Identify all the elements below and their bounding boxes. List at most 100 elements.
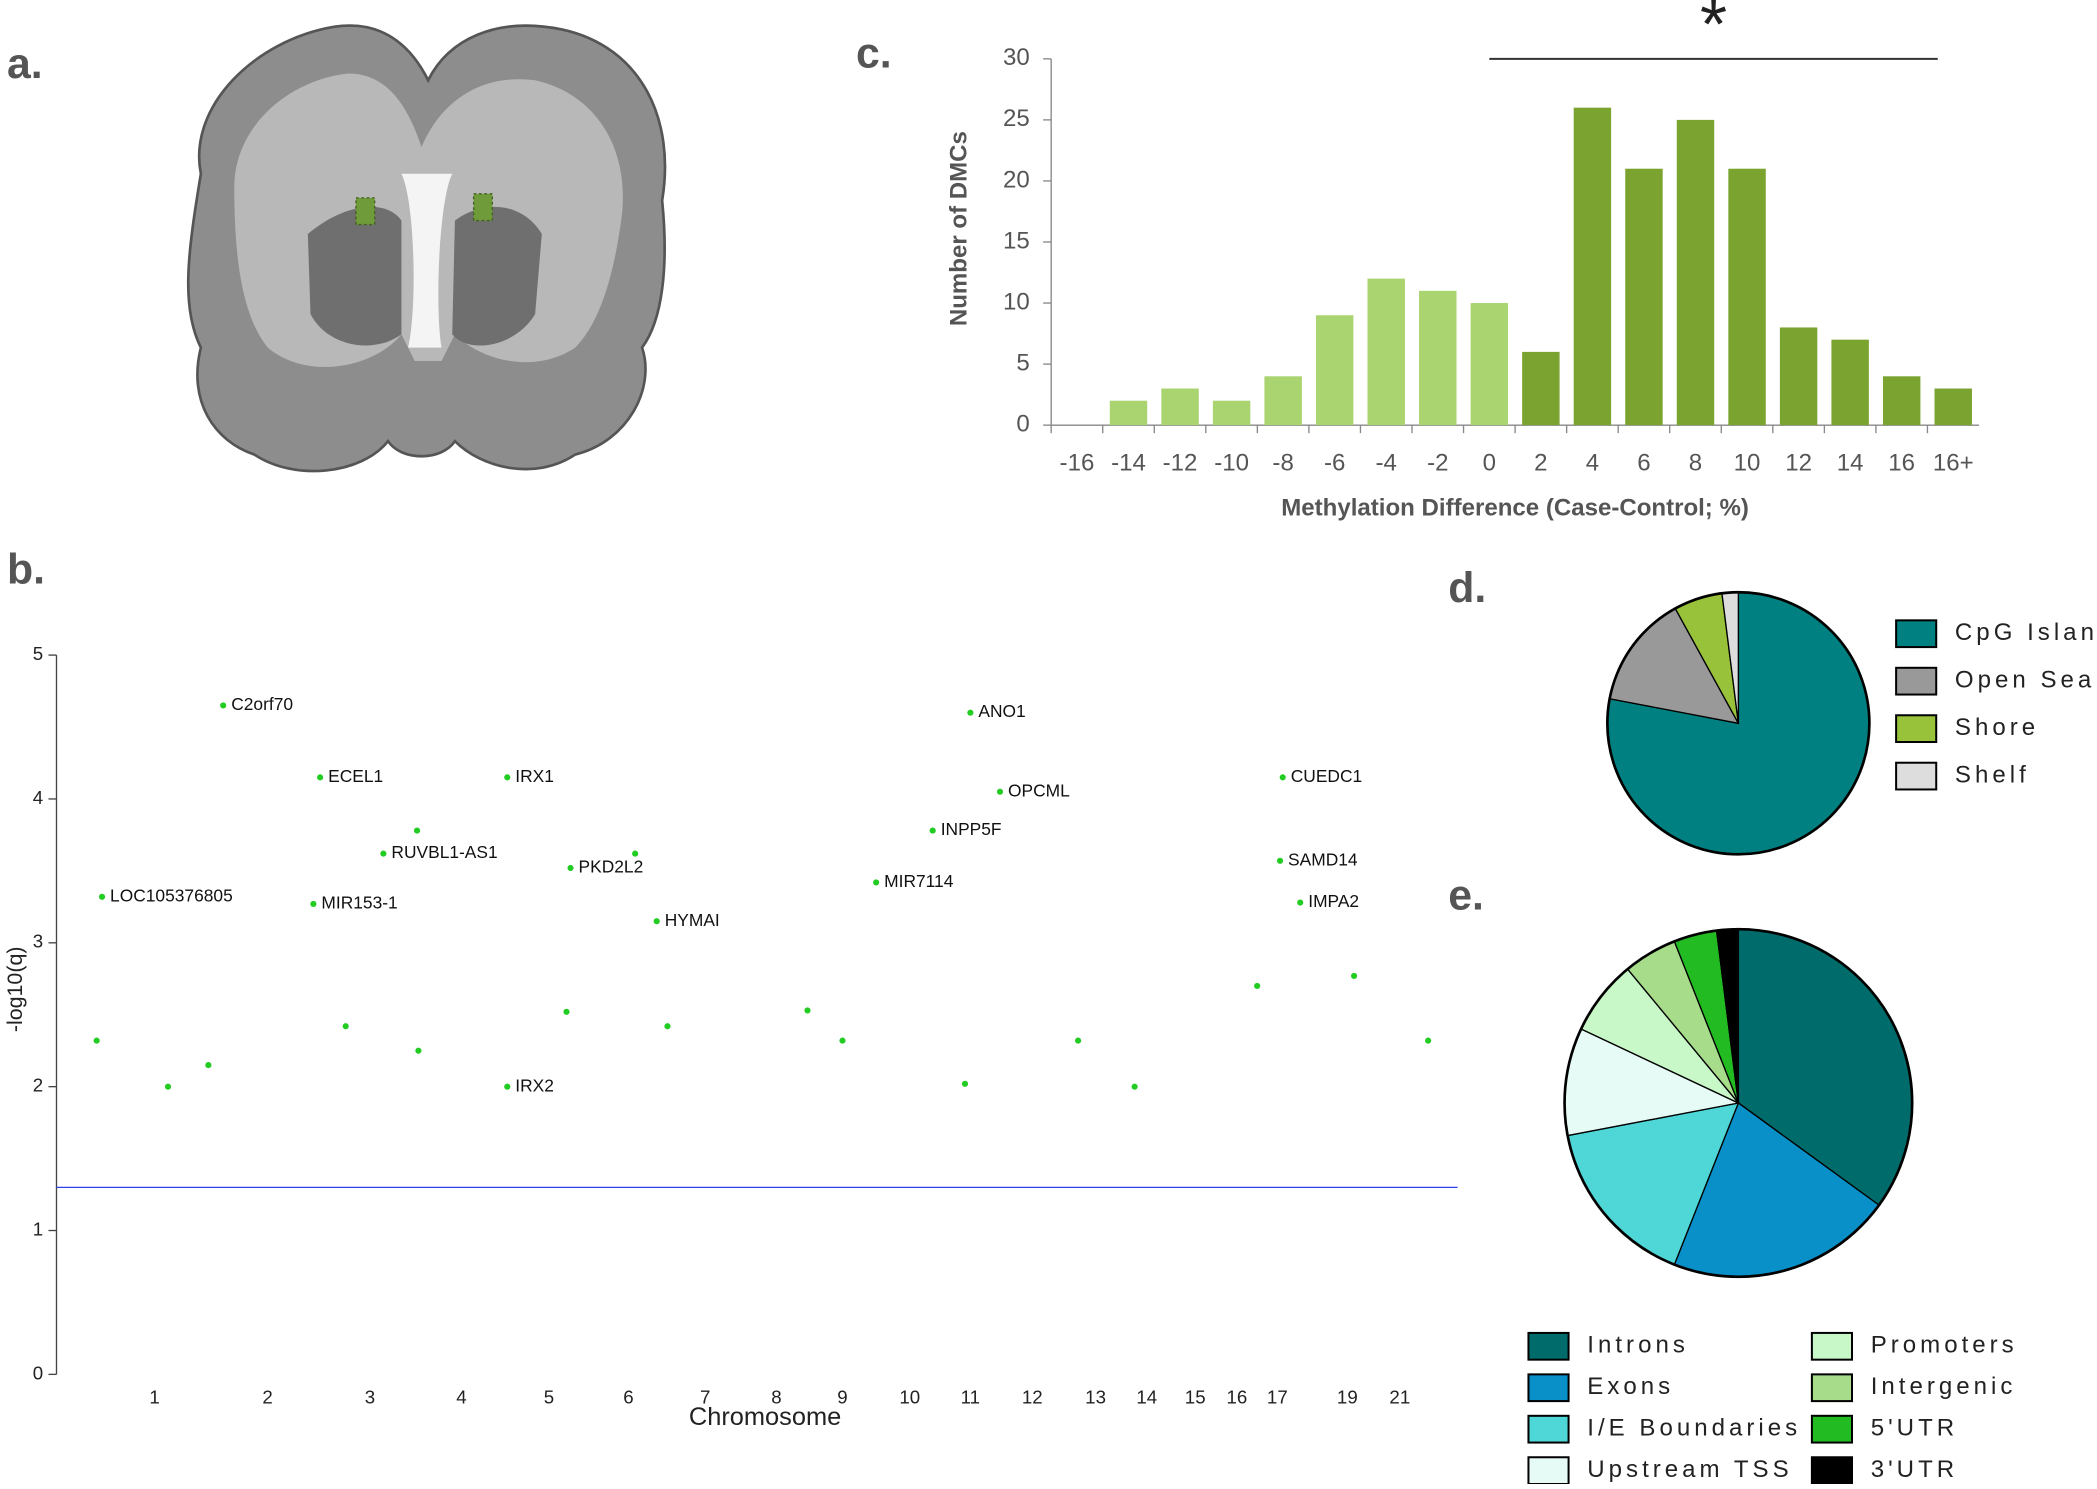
x-tick-label: -4 bbox=[1376, 449, 1397, 476]
point bbox=[1351, 972, 1358, 979]
point bbox=[1425, 1037, 1432, 1044]
x-axis-label: Methylation Difference (Case-Control; %) bbox=[1281, 495, 1749, 522]
x-tick-label: 1 bbox=[149, 1386, 159, 1407]
bar bbox=[1728, 168, 1766, 426]
point-label: INPP5F bbox=[941, 819, 1002, 839]
point bbox=[996, 788, 1004, 795]
y-tick-label: 25 bbox=[1003, 105, 1030, 132]
pie-outline bbox=[1563, 927, 1914, 1279]
y-tick-label: 2 bbox=[33, 1075, 43, 1096]
legend-swatch bbox=[1895, 619, 1938, 649]
point bbox=[1254, 982, 1261, 990]
y-tick-label: 3 bbox=[33, 931, 43, 952]
x-tick-label: 6 bbox=[623, 1386, 633, 1407]
bar bbox=[1573, 107, 1612, 426]
legend-swatch bbox=[1810, 1414, 1854, 1444]
point bbox=[839, 1037, 846, 1044]
bar bbox=[1212, 400, 1251, 426]
point-label: CUEDC1 bbox=[1291, 766, 1362, 786]
y-tick-label: 0 bbox=[1016, 411, 1029, 438]
legend-swatch bbox=[1527, 1331, 1570, 1361]
legend-swatch bbox=[1895, 666, 1938, 696]
x-tick-label: 12 bbox=[1785, 449, 1812, 476]
x-tick-label: 13 bbox=[1085, 1386, 1106, 1407]
y-tick-label: 5 bbox=[1016, 349, 1029, 376]
panel-label: d. bbox=[1448, 564, 1486, 612]
pie-outline bbox=[1606, 590, 1871, 856]
point-label: MIR7114 bbox=[884, 871, 954, 891]
legend-label: Shelf bbox=[1955, 761, 2030, 788]
x-tick-label: 10 bbox=[899, 1386, 920, 1407]
point bbox=[929, 827, 936, 834]
x-tick-label: 16 bbox=[1888, 449, 1915, 476]
point-label: RUVBL1-AS1 bbox=[391, 842, 497, 862]
point-label: ECEL1 bbox=[328, 766, 383, 786]
point bbox=[220, 702, 227, 709]
point bbox=[164, 1083, 172, 1090]
x-tick-label: 21 bbox=[1389, 1386, 1410, 1407]
legend-label: Promoters bbox=[1871, 1332, 2018, 1359]
bar bbox=[1625, 168, 1663, 426]
point bbox=[415, 1047, 422, 1054]
point bbox=[563, 1008, 570, 1015]
point bbox=[1297, 899, 1304, 906]
legend-swatch bbox=[1527, 1373, 1570, 1403]
panel-label: c. bbox=[856, 29, 892, 77]
panel-label: e. bbox=[1448, 872, 1484, 920]
legend-swatch bbox=[1895, 761, 1938, 791]
bar bbox=[1522, 351, 1560, 426]
y-tick-label: 10 bbox=[1003, 288, 1030, 315]
x-tick-label: 11 bbox=[961, 1386, 980, 1407]
legend-label: Exons bbox=[1587, 1373, 1674, 1400]
x-tick-label: 2 bbox=[262, 1386, 272, 1407]
point-label: OPCML bbox=[1008, 780, 1070, 800]
bar bbox=[1419, 290, 1457, 426]
bar bbox=[1315, 315, 1354, 426]
point-label: IRX2 bbox=[515, 1075, 554, 1095]
legend-label: Upstream TSS bbox=[1587, 1456, 1792, 1483]
x-tick-label: 9 bbox=[837, 1386, 847, 1407]
point-label: HYMAI bbox=[665, 910, 720, 930]
point bbox=[310, 900, 317, 908]
panel-label: b. bbox=[7, 546, 45, 594]
bar bbox=[1831, 339, 1869, 426]
x-tick-label: 17 bbox=[1267, 1386, 1288, 1407]
y-tick-label: 20 bbox=[1003, 166, 1030, 193]
bar bbox=[1676, 119, 1715, 426]
point-label: SAMD14 bbox=[1288, 849, 1358, 869]
legend-label: CpG Island bbox=[1955, 619, 2097, 646]
bar bbox=[1161, 388, 1199, 426]
legend-swatch bbox=[1810, 1331, 1854, 1361]
point bbox=[342, 1023, 349, 1030]
point bbox=[1276, 857, 1284, 864]
bar bbox=[1779, 327, 1818, 426]
point bbox=[804, 1007, 811, 1014]
y-axis-label: Number of DMCs bbox=[946, 131, 973, 326]
y-tick-label: 1 bbox=[33, 1218, 43, 1239]
legend-label: Introns bbox=[1587, 1332, 1689, 1359]
legend-swatch bbox=[1895, 714, 1938, 744]
point-label: IMPA2 bbox=[1308, 891, 1359, 911]
legend-swatch bbox=[1810, 1373, 1854, 1403]
brain-image bbox=[186, 24, 667, 473]
x-tick-label: -8 bbox=[1272, 449, 1293, 476]
point bbox=[873, 879, 880, 886]
point bbox=[205, 1062, 212, 1069]
y-tick-label: 0 bbox=[33, 1362, 43, 1383]
x-tick-label: 8 bbox=[1689, 449, 1702, 476]
panel-label: a. bbox=[7, 40, 43, 88]
x-tick-label: 16+ bbox=[1933, 449, 1974, 476]
x-tick-label: -2 bbox=[1427, 449, 1448, 476]
y-tick-label: 30 bbox=[1003, 44, 1030, 71]
x-tick-label: -14 bbox=[1111, 449, 1146, 476]
y-tick-label: 15 bbox=[1003, 227, 1030, 254]
x-tick-label: 10 bbox=[1734, 449, 1761, 476]
y-tick-label: 5 bbox=[33, 643, 43, 664]
point bbox=[967, 709, 974, 716]
point bbox=[317, 774, 324, 781]
x-tick-label: 2 bbox=[1534, 449, 1547, 476]
point bbox=[1279, 774, 1286, 781]
point-label: ANO1 bbox=[978, 701, 1025, 721]
x-tick-label: 8 bbox=[771, 1386, 781, 1407]
